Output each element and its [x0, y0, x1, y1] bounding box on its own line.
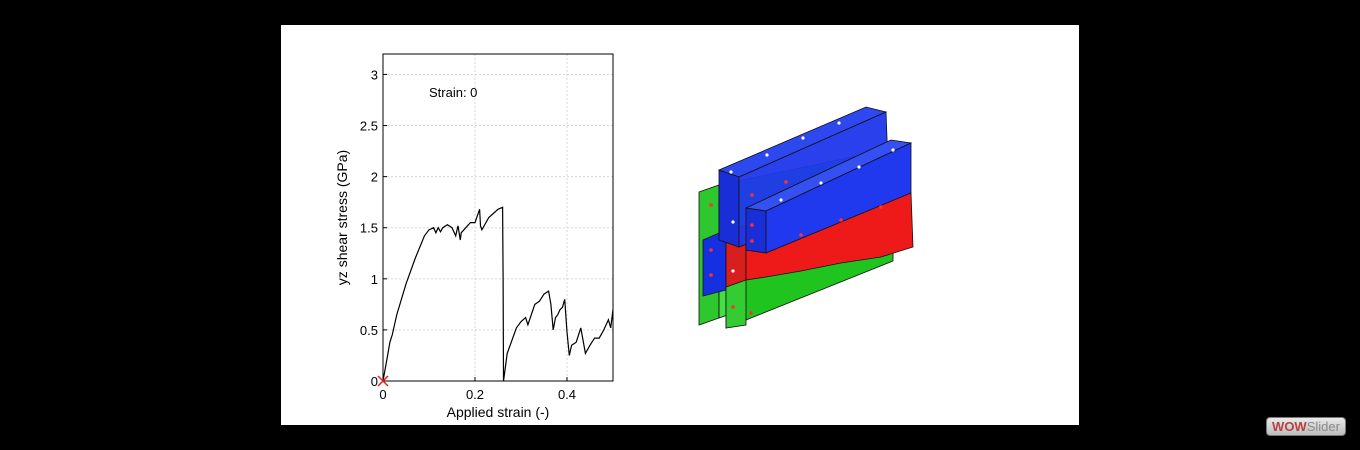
y-tick-label: 2.5	[360, 119, 378, 134]
x-tick-label: 0.2	[466, 387, 484, 402]
model-nodes-red	[709, 180, 883, 315]
y-axis-label: yz shear stress (GPa)	[334, 150, 350, 285]
stress-strain-curve	[382, 206, 614, 382]
stress-strain-chart: 0 0.2 0.4 0 0.5 1 1.5 2 2.5 3 Strain: 0 Applied s…	[334, 53, 614, 420]
laminate-3d-model	[698, 106, 914, 329]
y-tick-label: 3	[371, 67, 378, 82]
model-nodes	[729, 121, 895, 273]
y-tick-label: 0.5	[360, 323, 378, 338]
current-strain-marker	[377, 375, 389, 387]
axis-ticks: 0 0.2 0.4 0 0.5 1 1.5 2 2.5 3	[360, 67, 576, 402]
y-tick-label: 1.5	[360, 221, 378, 236]
watermark-part-2: Slider	[1306, 419, 1340, 434]
y-tick-label: 2	[371, 170, 378, 185]
video-frame: 0 0.2 0.4 0 0.5 1 1.5 2 2.5 3 Strain: 0 Applied s…	[281, 25, 1079, 425]
x-tick-label: 0	[379, 387, 386, 402]
watermark-part-1: WOW	[1272, 419, 1307, 434]
y-tick-label: 1	[371, 272, 378, 287]
y-tick-label: 0	[371, 374, 378, 389]
marker-stroke	[377, 375, 389, 387]
x-tick-label: 0.4	[558, 387, 576, 402]
blue-side-block	[702, 229, 727, 297]
x-axis-label: Applied strain (-)	[447, 404, 550, 420]
axes-box	[382, 53, 614, 382]
strain-annotation: Strain: 0	[429, 85, 477, 100]
wowslider-watermark: WOWSlider	[1266, 417, 1346, 436]
blue-top-layer	[717, 106, 913, 254]
